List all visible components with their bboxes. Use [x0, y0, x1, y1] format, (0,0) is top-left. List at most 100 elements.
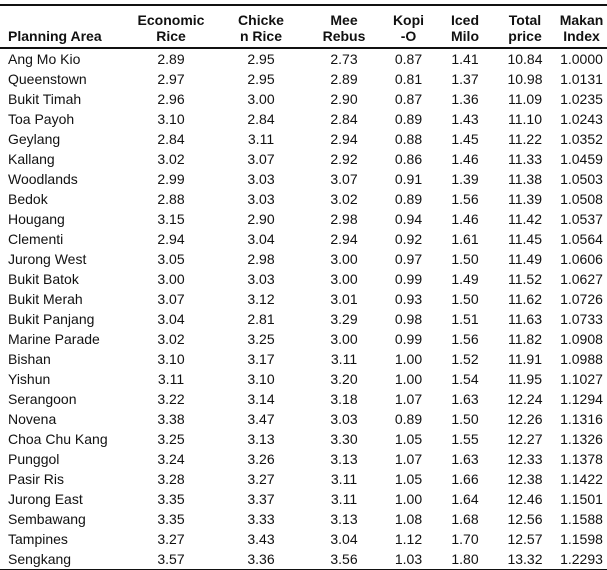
cell-total_price: 12.26	[507, 411, 543, 427]
cell-chicken_rice: 3.43	[247, 531, 275, 547]
table-row: Choa Chu Kang 3.25 3.13 3.30 1.05 1.55 12.27 1.…	[0, 429, 607, 449]
cell-makan_index: 1.0503	[560, 171, 603, 187]
cell-chicken_rice: 3.03	[247, 271, 275, 287]
cell-makan_index: 1.2293	[560, 551, 603, 567]
cell-chicken_rice: 2.95	[247, 51, 275, 67]
cell-planning_area: Woodlands	[8, 171, 78, 187]
cell-planning_area: Punggol	[8, 451, 60, 467]
cell-iced_milo: 1.36	[451, 91, 479, 107]
cell-chicken_rice: 2.95	[247, 71, 275, 87]
cell-iced_milo: 1.61	[451, 231, 479, 247]
cell-mee_rebus: 2.94	[330, 131, 358, 147]
cell-mee_rebus: 3.56	[330, 551, 358, 567]
cell-mee_rebus: 2.94	[330, 231, 358, 247]
cell-economic_rice: 3.02	[157, 331, 185, 347]
cell-kopi_o: 1.07	[394, 451, 423, 467]
table-row: Jurong West 3.05 2.98 3.00 0.97 1.50 11.49 1.06…	[0, 249, 607, 269]
cell-chicken_rice: 3.13	[247, 431, 275, 447]
cell-total_price: 12.27	[507, 431, 543, 447]
cell-mee_rebus: 3.03	[330, 411, 358, 427]
table-row: Hougang 3.15 2.90 2.98 0.94 1.46 11.42 1.0537	[0, 209, 607, 229]
cell-kopi_o: 1.05	[394, 471, 423, 487]
cell-chicken_rice: 2.98	[247, 251, 275, 267]
cell-planning_area: Bishan	[8, 351, 51, 367]
cell-iced_milo: 1.66	[451, 471, 479, 487]
cell-economic_rice: 3.00	[157, 271, 185, 287]
cell-kopi_o: 0.99	[394, 331, 423, 347]
cell-planning_area: Bukit Panjang	[8, 311, 95, 327]
cell-economic_rice: 2.99	[157, 171, 185, 187]
cell-economic_rice: 3.15	[157, 211, 185, 227]
cell-total_price: 11.22	[508, 131, 542, 147]
cell-makan_index: 1.0606	[560, 251, 603, 267]
cell-makan_index: 1.0352	[560, 131, 603, 147]
cell-mee_rebus: 3.02	[330, 191, 358, 207]
cell-economic_rice: 3.02	[157, 151, 185, 167]
cell-kopi_o: 0.97	[394, 251, 423, 267]
cell-total_price: 11.39	[508, 191, 542, 207]
table-row: Ang Mo Kio 2.89 2.95 2.73 0.87 1.41 10.84 1.000…	[0, 48, 607, 69]
column-header-makan_index: Makan Index	[556, 5, 607, 49]
cell-iced_milo: 1.50	[451, 291, 479, 307]
table-row: Tampines 3.27 3.43 3.04 1.12 1.70 12.57 1.1598	[0, 529, 607, 549]
cell-iced_milo: 1.43	[451, 111, 479, 127]
cell-mee_rebus: 3.11	[330, 471, 358, 487]
cell-mee_rebus: 2.90	[330, 91, 358, 107]
cell-planning_area: Yishun	[8, 371, 51, 387]
cell-planning_area: Marine Parade	[8, 331, 100, 347]
cell-economic_rice: 3.35	[157, 511, 185, 527]
cell-makan_index: 1.0733	[560, 311, 603, 327]
cell-chicken_rice: 3.47	[247, 411, 275, 427]
cell-makan_index: 1.0908	[560, 331, 603, 347]
cell-chicken_rice: 3.26	[247, 451, 275, 467]
column-header-chicken_rice: Chicke n Rice	[215, 5, 307, 49]
cell-mee_rebus: 3.00	[330, 331, 358, 347]
cell-planning_area: Kallang	[8, 151, 55, 167]
cell-iced_milo: 1.46	[451, 151, 479, 167]
table-row: Bukit Panjang 3.04 2.81 3.29 0.98 1.51 11.63 1.…	[0, 309, 607, 329]
cell-makan_index: 1.0235	[560, 91, 603, 107]
cell-planning_area: Toa Payoh	[8, 111, 75, 127]
cell-economic_rice: 2.88	[157, 191, 185, 207]
cell-makan_index: 1.0131	[560, 71, 603, 87]
cell-iced_milo: 1.41	[451, 51, 479, 67]
cell-mee_rebus: 2.84	[330, 111, 358, 127]
column-header-economic_rice: Economic Rice	[127, 5, 215, 49]
table-row: Bishan 3.10 3.17 3.11 1.00 1.52 11.91 1.0988	[0, 349, 607, 369]
cell-planning_area: Sembawang	[8, 511, 86, 527]
cell-economic_rice: 3.04	[157, 311, 185, 327]
cell-mee_rebus: 3.29	[330, 311, 358, 327]
cell-chicken_rice: 3.03	[247, 171, 275, 187]
cell-planning_area: Queenstown	[8, 71, 87, 87]
cell-makan_index: 1.0726	[560, 291, 603, 307]
cell-mee_rebus: 3.20	[330, 371, 358, 387]
cell-kopi_o: 0.91	[394, 171, 423, 187]
cell-mee_rebus: 2.73	[330, 51, 358, 67]
cell-mee_rebus: 3.07	[330, 171, 358, 187]
cell-economic_rice: 3.10	[157, 111, 185, 127]
table-row: Geylang 2.84 3.11 2.94 0.88 1.45 11.22 1.0352	[0, 129, 607, 149]
cell-makan_index: 1.1316	[560, 411, 603, 427]
cell-makan_index: 1.0243	[560, 111, 603, 127]
cell-economic_rice: 2.97	[157, 71, 185, 87]
cell-mee_rebus: 3.00	[330, 251, 358, 267]
cell-economic_rice: 2.96	[157, 91, 185, 107]
column-header-mee_rebus: Mee Rebus	[307, 5, 381, 49]
cell-economic_rice: 3.25	[157, 431, 185, 447]
cell-economic_rice: 2.84	[157, 131, 185, 147]
cell-total_price: 11.62	[508, 291, 542, 307]
cell-total_price: 11.82	[508, 331, 542, 347]
cell-makan_index: 1.0508	[560, 191, 603, 207]
cell-makan_index: 1.1326	[560, 431, 603, 447]
cell-planning_area: Bukit Batok	[8, 271, 79, 287]
cell-planning_area: Pasir Ris	[8, 471, 65, 487]
cell-total_price: 11.38	[508, 171, 542, 187]
table-row: Novena 3.38 3.47 3.03 0.89 1.50 12.26 1.1316	[0, 409, 607, 429]
cell-kopi_o: 1.00	[394, 491, 423, 507]
cell-kopi_o: 0.81	[394, 71, 423, 87]
cell-total_price: 13.32	[507, 551, 543, 567]
cell-economic_rice: 3.57	[157, 551, 185, 567]
cell-kopi_o: 1.12	[394, 531, 423, 547]
table-row: Yishun 3.11 3.10 3.20 1.00 1.54 11.95 1.1027	[0, 369, 607, 389]
cell-economic_rice: 3.10	[157, 351, 185, 367]
